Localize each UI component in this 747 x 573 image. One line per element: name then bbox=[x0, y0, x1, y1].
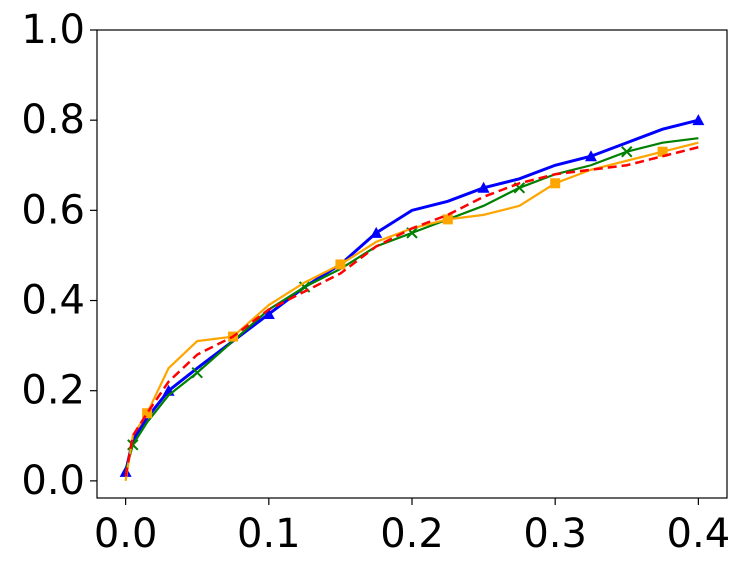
x-tick-label: 0.2 bbox=[380, 511, 444, 557]
marker bbox=[584, 150, 597, 162]
y-tick-label: 0.6 bbox=[21, 187, 85, 233]
marker bbox=[477, 181, 490, 193]
plot-frame bbox=[96, 29, 728, 499]
line bbox=[124, 146, 699, 477]
line bbox=[124, 137, 699, 473]
marker bbox=[550, 178, 561, 189]
marker bbox=[442, 214, 453, 225]
y-tick-label: 0.4 bbox=[21, 278, 85, 324]
marker bbox=[262, 308, 275, 320]
y-tick-label: 0.0 bbox=[21, 458, 85, 504]
y-tick-label: 1.0 bbox=[21, 7, 85, 53]
marker bbox=[191, 366, 203, 379]
marker bbox=[335, 259, 346, 270]
x-tick-label: 0.1 bbox=[237, 511, 301, 557]
y-tick-label: 0.8 bbox=[21, 97, 85, 143]
x-tick-label: 0.3 bbox=[523, 511, 587, 557]
marker bbox=[370, 226, 383, 238]
marker bbox=[142, 408, 153, 419]
y-tick-label: 0.2 bbox=[21, 368, 85, 414]
line bbox=[124, 141, 699, 482]
x-tick-label: 0.0 bbox=[94, 511, 158, 557]
marker bbox=[657, 146, 668, 157]
x-tick-label: 0.4 bbox=[667, 511, 731, 557]
marker bbox=[692, 114, 705, 126]
line bbox=[124, 118, 699, 473]
marker bbox=[621, 146, 633, 158]
